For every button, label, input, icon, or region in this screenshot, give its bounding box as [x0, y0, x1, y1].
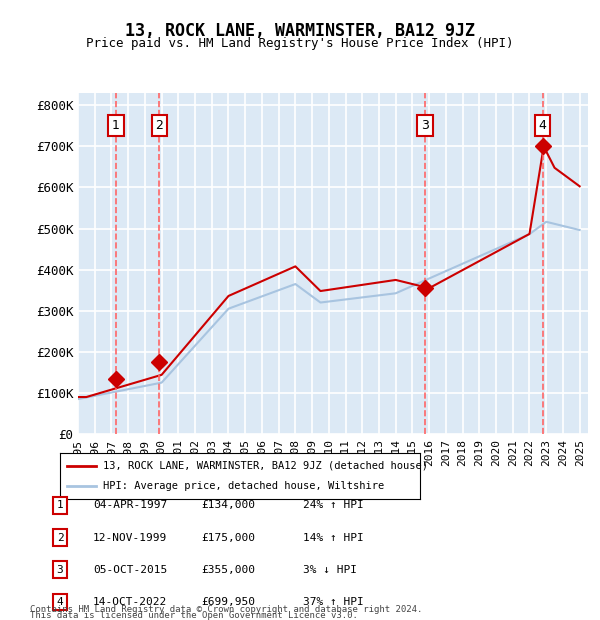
Text: 13, ROCK LANE, WARMINSTER, BA12 9JZ: 13, ROCK LANE, WARMINSTER, BA12 9JZ	[125, 22, 475, 40]
Text: £355,000: £355,000	[201, 565, 255, 575]
Text: This data is licensed under the Open Government Licence v3.0.: This data is licensed under the Open Gov…	[30, 611, 358, 620]
Text: 1: 1	[112, 119, 120, 132]
Text: £134,000: £134,000	[201, 500, 255, 510]
Text: 3: 3	[56, 565, 64, 575]
Text: Contains HM Land Registry data © Crown copyright and database right 2024.: Contains HM Land Registry data © Crown c…	[30, 604, 422, 614]
Text: 13, ROCK LANE, WARMINSTER, BA12 9JZ (detached house): 13, ROCK LANE, WARMINSTER, BA12 9JZ (det…	[103, 461, 428, 471]
Text: 1: 1	[56, 500, 64, 510]
Text: £699,950: £699,950	[201, 597, 255, 607]
Text: Price paid vs. HM Land Registry's House Price Index (HPI): Price paid vs. HM Land Registry's House …	[86, 37, 514, 50]
Text: 2: 2	[155, 119, 163, 132]
Text: 05-OCT-2015: 05-OCT-2015	[93, 565, 167, 575]
Text: HPI: Average price, detached house, Wiltshire: HPI: Average price, detached house, Wilt…	[103, 481, 385, 491]
Text: 4: 4	[539, 119, 547, 132]
Text: 2: 2	[56, 533, 64, 542]
Text: 3% ↓ HPI: 3% ↓ HPI	[303, 565, 357, 575]
Text: 14% ↑ HPI: 14% ↑ HPI	[303, 533, 364, 542]
Text: 14-OCT-2022: 14-OCT-2022	[93, 597, 167, 607]
Text: 12-NOV-1999: 12-NOV-1999	[93, 533, 167, 542]
Text: 24% ↑ HPI: 24% ↑ HPI	[303, 500, 364, 510]
Text: £175,000: £175,000	[201, 533, 255, 542]
Text: 04-APR-1997: 04-APR-1997	[93, 500, 167, 510]
Text: 4: 4	[56, 597, 64, 607]
Text: 3: 3	[421, 119, 429, 132]
Text: 37% ↑ HPI: 37% ↑ HPI	[303, 597, 364, 607]
